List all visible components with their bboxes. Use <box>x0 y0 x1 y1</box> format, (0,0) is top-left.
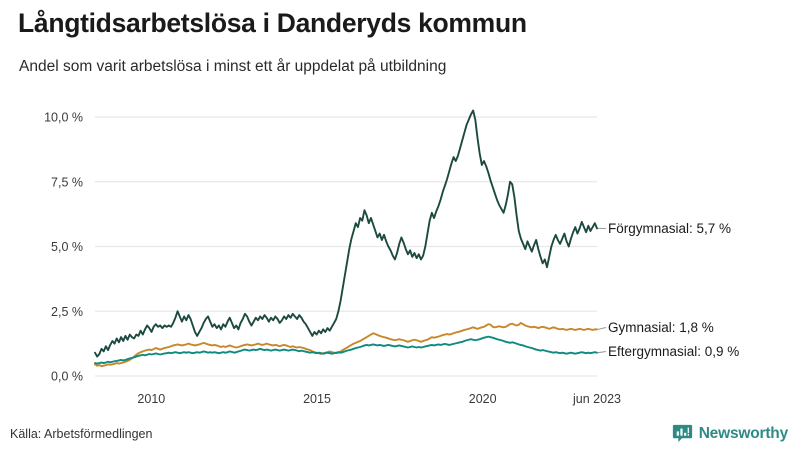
logo-wordmark: Newsworthy <box>698 424 789 442</box>
series-line-gymnasial <box>94 321 598 368</box>
x-axis-tick-label: 2020 <box>469 392 497 406</box>
gridlines-group <box>95 116 597 377</box>
x-axis-tick-labels: 2010 2015 2020 jun 2023 <box>137 392 621 406</box>
series-end-label-gymnasial: Gymnasial: 1,8 % <box>608 320 714 335</box>
source-note: Källa: Arbetsförmedlingen <box>10 427 153 441</box>
bar-chart-bubble-icon <box>672 424 692 443</box>
y-axis-tick-label: 2,5 % <box>51 305 83 319</box>
series-end-label-eftergymnasial: Eftergymnasial: 0,9 % <box>608 344 739 359</box>
series-line-förgymnasial <box>94 109 598 358</box>
page-title: Långtidsarbetslösa i Danderyds kommun <box>18 8 527 38</box>
chart-subtitle: Andel som varit arbetslösa i minst ett å… <box>19 58 447 75</box>
x-axis-tick-label: 2015 <box>303 392 331 406</box>
series-leader-line <box>597 350 607 354</box>
y-axis-tick-label: 5,0 % <box>51 240 83 254</box>
series-line-eftergymnasial <box>94 335 598 365</box>
y-axis-tick-label: 7,5 % <box>51 175 83 189</box>
series-leader-line <box>597 326 607 330</box>
y-axis-tick-label: 10,0 % <box>44 111 83 125</box>
series-end-label-förgymnasial: Förgymnasial: 5,7 % <box>608 221 731 236</box>
y-axis-tick-label: 0,0 % <box>51 370 83 384</box>
x-axis-tick-label: 2010 <box>137 392 165 406</box>
series-lines-group <box>94 109 598 368</box>
series-end-labels-group: Förgymnasial: 5,7 % Gymnasial: 1,8 % Efter… <box>597 221 739 359</box>
y-axis-tick-labels: 0,0 % 2,5 % 5,0 % 7,5 % 10,0 % <box>44 111 83 384</box>
newsworthy-logo[interactable]: Newsworthy <box>672 423 788 444</box>
x-axis-tick-label: jun 2023 <box>572 392 621 406</box>
